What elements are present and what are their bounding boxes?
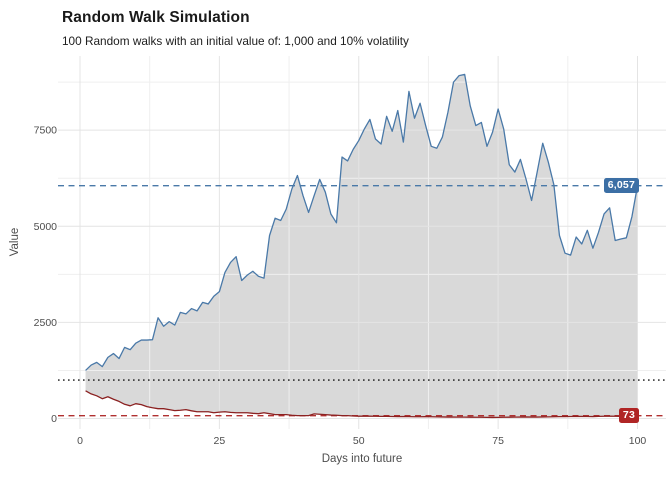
x-tick-label-25: 25 <box>214 435 226 447</box>
y-tick-label-0: 0 <box>51 413 57 425</box>
axis-tick-labels: 0 2500 5000 7500 0 25 50 75 100 <box>34 125 647 447</box>
y-tick-label-5000: 5000 <box>34 221 58 233</box>
chart-title: Random Walk Simulation <box>62 9 250 26</box>
max-walk-line <box>85 73 639 371</box>
max-final-value-label: 6,057 <box>603 178 639 194</box>
y-tick-label-7500: 7500 <box>34 125 58 137</box>
x-tick-label-0: 0 <box>77 435 83 447</box>
min-walk-line <box>85 390 638 419</box>
y-axis-title: Value <box>9 227 21 257</box>
range-ribbon <box>85 74 638 418</box>
x-tick-label-75: 75 <box>492 435 504 447</box>
x-axis-title: Days into future <box>321 453 403 465</box>
x-tick-label-50: 50 <box>353 435 365 447</box>
x-tick-label-100: 100 <box>629 435 647 447</box>
gridlines <box>58 56 666 429</box>
chart-subtitle: 100 Random walks with an initial value o… <box>62 34 409 48</box>
y-tick-label-2500: 2500 <box>34 317 58 329</box>
min-final-value-label: 73 <box>618 408 639 424</box>
